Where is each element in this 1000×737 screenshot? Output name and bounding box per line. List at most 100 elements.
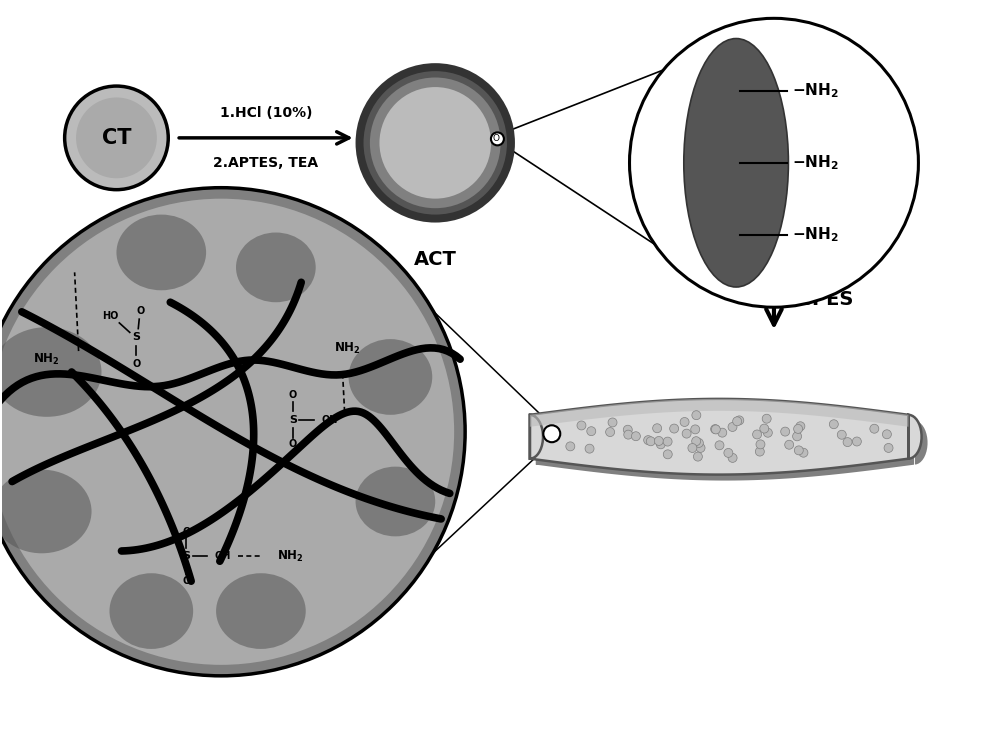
Circle shape <box>379 87 491 199</box>
Circle shape <box>653 424 662 433</box>
Text: 2.APTES, TEA: 2.APTES, TEA <box>213 156 318 170</box>
Circle shape <box>646 437 655 446</box>
Circle shape <box>644 436 653 444</box>
Text: O: O <box>182 527 190 537</box>
Circle shape <box>696 444 705 453</box>
Text: $\mathbf{NH_2}$: $\mathbf{NH_2}$ <box>334 340 361 356</box>
Circle shape <box>682 429 691 438</box>
Circle shape <box>870 425 879 433</box>
Circle shape <box>724 448 733 458</box>
Text: ACT: ACT <box>414 251 457 270</box>
Circle shape <box>680 418 689 427</box>
Circle shape <box>585 444 594 453</box>
Circle shape <box>76 97 157 178</box>
Circle shape <box>693 452 702 461</box>
Text: 1.HCl (10%): 1.HCl (10%) <box>220 106 312 120</box>
Ellipse shape <box>109 573 193 649</box>
Circle shape <box>728 453 737 462</box>
Text: $\mathbf{-NH_2}$: $\mathbf{-NH_2}$ <box>792 226 839 244</box>
Circle shape <box>718 428 727 437</box>
Circle shape <box>843 438 852 447</box>
Ellipse shape <box>356 467 435 537</box>
Ellipse shape <box>349 339 432 415</box>
Text: $\mathbf{NH_2}$: $\mathbf{NH_2}$ <box>277 549 304 564</box>
Text: OH: OH <box>215 551 231 562</box>
Circle shape <box>762 414 771 423</box>
Circle shape <box>829 420 838 429</box>
Circle shape <box>793 432 802 441</box>
Circle shape <box>755 447 764 456</box>
Circle shape <box>728 422 737 431</box>
Text: O: O <box>182 576 190 586</box>
Circle shape <box>711 425 720 434</box>
Circle shape <box>882 430 891 439</box>
Text: CT: CT <box>102 128 131 148</box>
Text: HO: HO <box>102 311 118 321</box>
Circle shape <box>794 425 803 433</box>
Text: OH: OH <box>321 415 338 425</box>
Circle shape <box>733 417 742 426</box>
Circle shape <box>756 440 765 449</box>
Ellipse shape <box>216 573 306 649</box>
Ellipse shape <box>684 38 788 287</box>
Polygon shape <box>536 405 928 481</box>
Circle shape <box>0 188 465 676</box>
Circle shape <box>65 86 168 189</box>
Circle shape <box>606 427 615 436</box>
Circle shape <box>799 448 808 457</box>
Text: O: O <box>132 359 141 368</box>
Circle shape <box>370 77 501 209</box>
Circle shape <box>796 422 805 430</box>
Circle shape <box>735 416 744 425</box>
Polygon shape <box>530 399 922 475</box>
Circle shape <box>753 430 762 439</box>
Circle shape <box>785 440 794 450</box>
Text: $\mathbf{NH_2}$: $\mathbf{NH_2}$ <box>33 352 60 366</box>
Circle shape <box>543 425 560 442</box>
Text: S: S <box>132 332 140 342</box>
Circle shape <box>656 440 665 449</box>
Circle shape <box>715 441 724 450</box>
Circle shape <box>663 450 672 459</box>
Circle shape <box>356 63 515 223</box>
Circle shape <box>781 427 790 436</box>
Polygon shape <box>530 399 908 427</box>
Circle shape <box>0 199 454 665</box>
Circle shape <box>566 442 575 451</box>
Text: $\mathbf{-NH_2}$: $\mathbf{-NH_2}$ <box>792 82 839 100</box>
Text: $\mathbf{-NH_2}$: $\mathbf{-NH_2}$ <box>792 153 839 172</box>
Circle shape <box>852 437 861 446</box>
Circle shape <box>623 425 632 434</box>
Circle shape <box>663 437 672 446</box>
Circle shape <box>837 430 846 439</box>
Circle shape <box>694 439 703 447</box>
Circle shape <box>692 437 701 446</box>
Circle shape <box>608 418 617 427</box>
Circle shape <box>654 436 663 445</box>
Circle shape <box>364 71 507 214</box>
Ellipse shape <box>0 327 102 417</box>
Circle shape <box>624 430 633 439</box>
Circle shape <box>587 427 596 436</box>
Circle shape <box>692 411 701 419</box>
Circle shape <box>577 421 586 430</box>
Circle shape <box>884 444 893 453</box>
Text: O: O <box>493 134 500 143</box>
Text: S: S <box>182 551 190 562</box>
Circle shape <box>711 425 720 433</box>
Ellipse shape <box>0 469 92 553</box>
Circle shape <box>688 444 697 453</box>
Ellipse shape <box>116 214 206 290</box>
Circle shape <box>670 424 679 433</box>
Circle shape <box>760 424 769 433</box>
Circle shape <box>763 428 772 437</box>
Text: S: S <box>289 415 297 425</box>
Text: O: O <box>289 390 297 400</box>
Text: O: O <box>289 439 297 450</box>
Circle shape <box>794 446 803 455</box>
Circle shape <box>491 133 504 145</box>
Circle shape <box>631 432 640 441</box>
Ellipse shape <box>236 232 316 302</box>
Text: SPES: SPES <box>799 290 854 309</box>
Text: O: O <box>136 306 144 315</box>
